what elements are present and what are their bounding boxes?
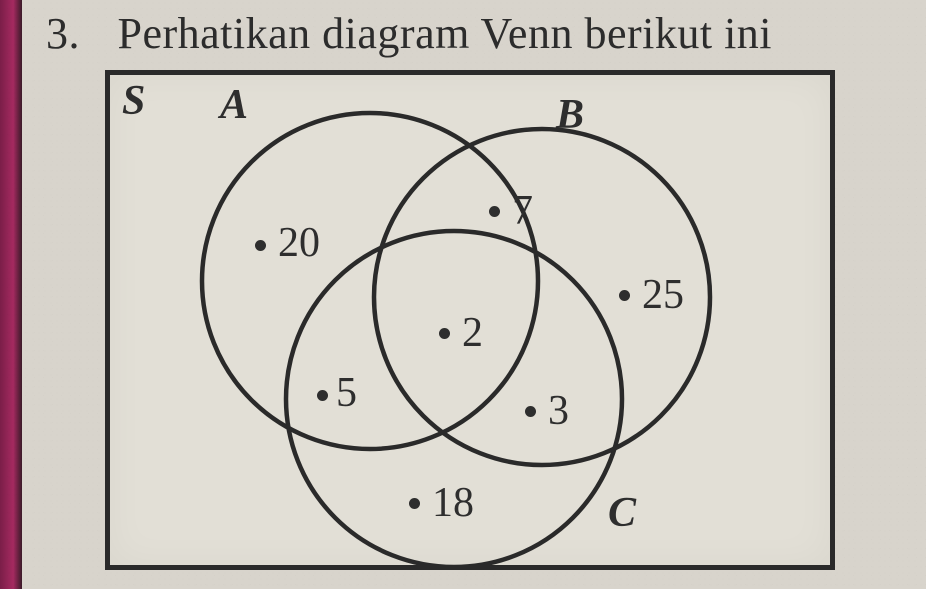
page-root: 3. Perhatikan diagram Venn berikut ini S…	[0, 0, 926, 589]
circle-a	[202, 113, 538, 449]
value-a-only: 20	[278, 219, 320, 267]
value-ac: 5	[336, 369, 357, 417]
question-text: Perhatikan diagram Venn berikut ini	[118, 9, 773, 58]
value-ab: 7	[512, 187, 533, 235]
set-label-a: A	[220, 81, 248, 129]
value-b-only: 25	[642, 271, 684, 319]
set-label-c: C	[608, 489, 636, 537]
dot-a-only	[255, 240, 266, 251]
venn-universal-box: S A B C 20 7 25 2 5 3 18	[105, 70, 835, 570]
dot-ac	[317, 390, 328, 401]
dot-ab	[489, 206, 500, 217]
value-abc: 2	[462, 309, 483, 357]
dot-b-only	[619, 290, 630, 301]
dot-bc	[525, 406, 536, 417]
question-title: 3. Perhatikan diagram Venn berikut ini	[46, 8, 772, 59]
set-label-b: B	[556, 91, 584, 139]
question-number: 3.	[46, 8, 106, 59]
value-bc: 3	[548, 387, 569, 435]
dot-abc	[439, 328, 450, 339]
value-c-only: 18	[432, 479, 474, 527]
dot-c-only	[409, 498, 420, 509]
book-spine	[0, 0, 22, 589]
